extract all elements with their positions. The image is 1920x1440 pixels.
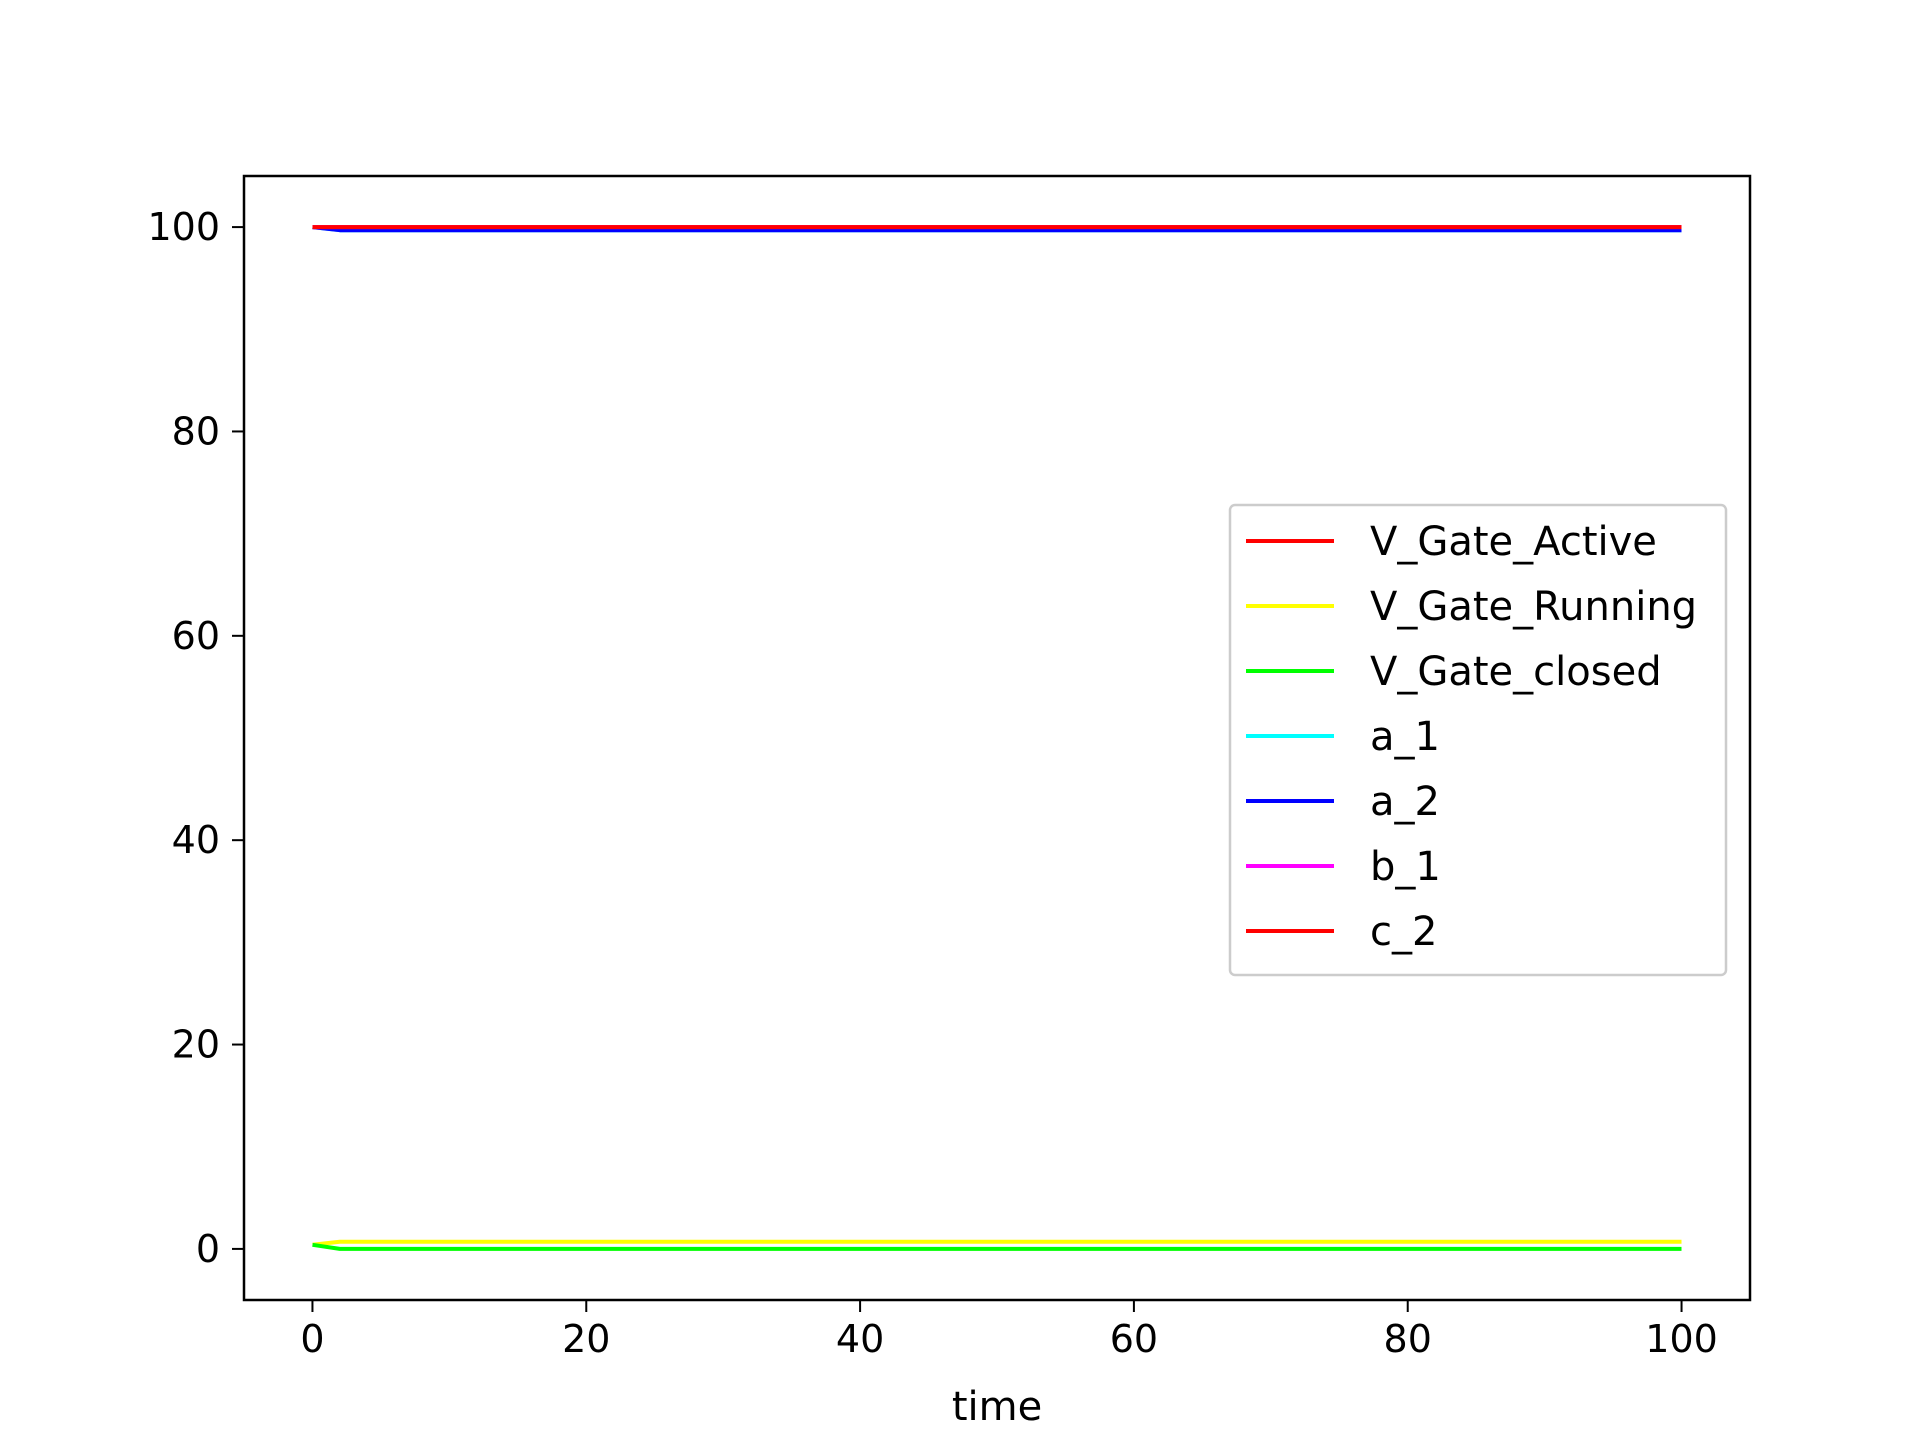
y-axis: 0 20 40 60 80 100 <box>147 205 244 1271</box>
x-tick-label: 100 <box>1645 1317 1718 1361</box>
y-tick-label: 20 <box>172 1023 220 1067</box>
x-axis-title: time <box>952 1384 1042 1430</box>
x-tick-label: 0 <box>300 1317 324 1361</box>
x-tick-label: 60 <box>1110 1317 1158 1361</box>
y-tick-label: 0 <box>196 1227 220 1271</box>
legend-label: V_Gate_closed <box>1370 649 1662 695</box>
x-axis: 0 20 40 60 80 100 <box>300 1300 1718 1361</box>
legend-label: b_1 <box>1370 844 1441 890</box>
y-tick-label: 60 <box>172 614 220 658</box>
x-tick-label: 40 <box>836 1317 884 1361</box>
x-tick-label: 80 <box>1384 1317 1432 1361</box>
y-tick-label: 40 <box>172 818 220 862</box>
legend-label: V_Gate_Running <box>1370 584 1697 630</box>
series-line-v-gate-closed <box>312 1242 1682 1251</box>
legend-label: a_2 <box>1370 779 1440 825</box>
legend-label: V_Gate_Active <box>1370 519 1657 565</box>
series-layer <box>312 225 1682 1251</box>
y-tick-label: 100 <box>147 205 220 249</box>
legend-label: a_1 <box>1370 714 1440 760</box>
legend: V_Gate_Active V_Gate_Running V_Gate_closed… <box>1228 503 1728 977</box>
x-tick-label: 20 <box>562 1317 610 1361</box>
legend-label: c_2 <box>1370 909 1437 955</box>
plot-frame <box>242 174 1752 1302</box>
y-tick-label: 80 <box>172 409 220 453</box>
series-line-v-gate-running <box>312 1239 1682 1247</box>
legend-box <box>1228 503 1728 977</box>
